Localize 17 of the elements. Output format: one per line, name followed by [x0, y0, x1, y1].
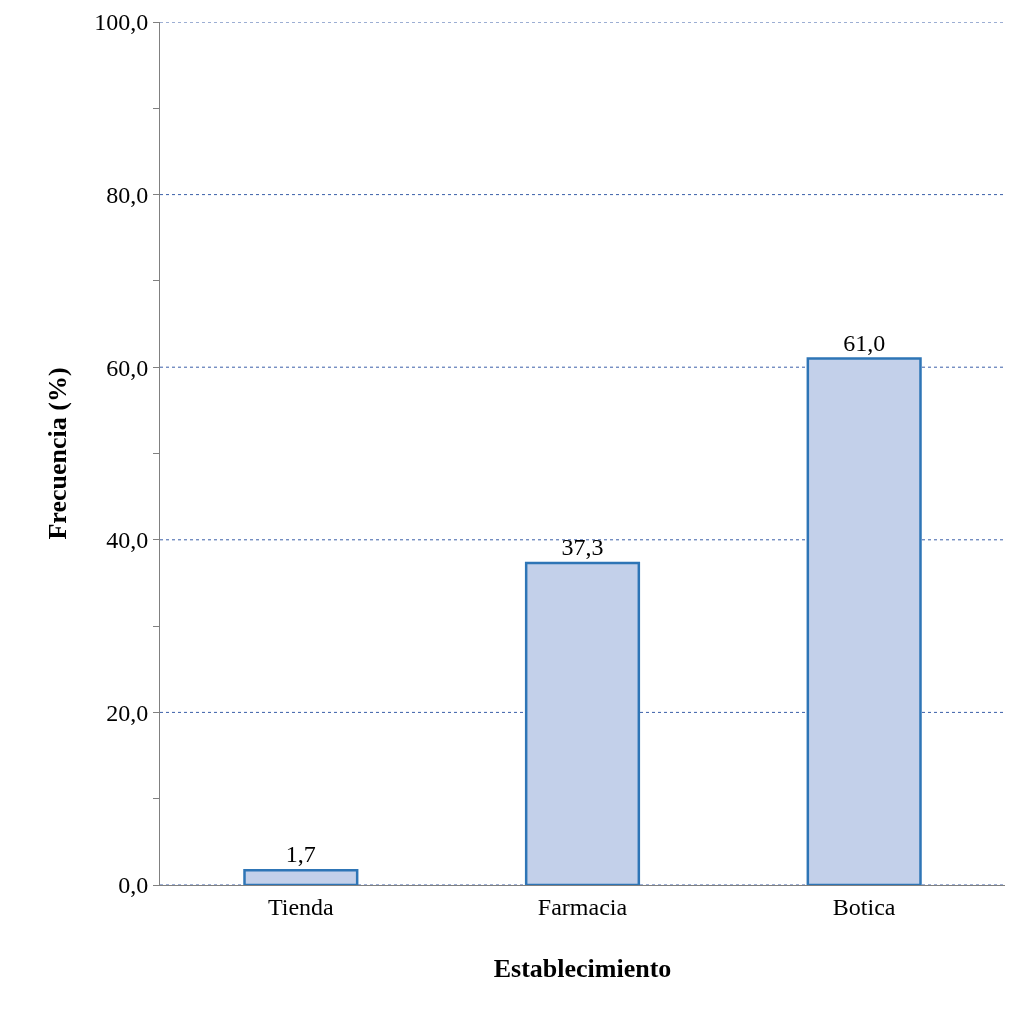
x-axis-title: Establecimiento: [493, 954, 672, 984]
y-tick-label: 80,0: [106, 182, 149, 208]
bar: [243, 869, 359, 885]
bar: [806, 357, 922, 885]
x-tick-label: Botica: [832, 893, 896, 920]
x-tick-label: Farmacia: [537, 893, 628, 920]
y-tick-label: 100,0: [94, 9, 149, 36]
bar: [524, 561, 641, 885]
y-axis-title: Frecuencia (%): [42, 367, 72, 540]
data-label: 37,3: [561, 534, 604, 561]
data-label: 61,0: [843, 329, 886, 356]
data-label: 1,7: [285, 841, 316, 868]
x-tick-label: Tienda: [267, 893, 335, 920]
y-tick-label: 60,0: [106, 354, 149, 381]
y-tick-label: 20,0: [106, 699, 149, 726]
y-tick-label: 0,0: [118, 872, 149, 899]
y-tick-label: 40,0: [106, 527, 149, 554]
